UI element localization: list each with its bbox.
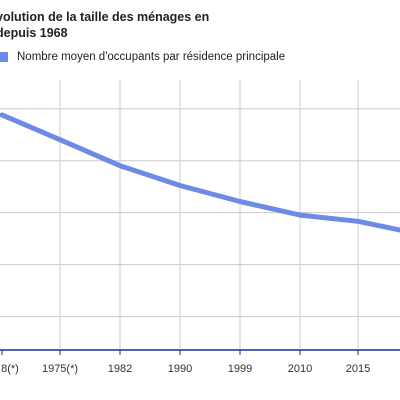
x-tick-label-1: 1975(*) [42,363,78,375]
legend: Nombre moyen d'occupants par résidence p… [0,49,285,65]
x-tick-label-6: 2015 [346,363,370,375]
legend-swatch [0,52,8,62]
x-tick-label-5: 2010 [288,363,312,375]
x-tick-label-0: 8(*) [1,363,19,375]
x-tick-label-2: 1982 [108,363,132,375]
series-line [0,112,400,233]
chart-title-line-2: depuis 1968 [0,26,68,40]
legend-label: Nombre moyen d'occupants par résidence p… [17,51,286,63]
chart-title-line-1: volution de la taille des ménages en [0,10,210,24]
x-tick-label-4: 1999 [228,363,252,375]
x-tick-label-3: 1990 [168,363,192,375]
